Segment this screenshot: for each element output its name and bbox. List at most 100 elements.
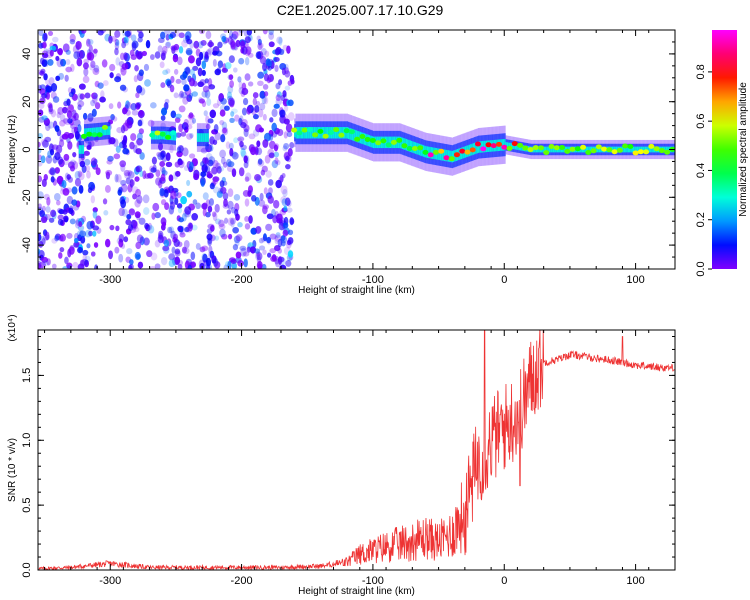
y-tick-label: 1.5: [21, 368, 33, 383]
heatmap-cell: [244, 176, 250, 182]
heatmap-cell: [189, 153, 196, 159]
heatmap-cell: [125, 219, 132, 226]
heatmap-cell: [265, 58, 271, 66]
heatmap-cell: [178, 32, 185, 39]
heatmap-cell: [168, 253, 176, 261]
heatmap-cell: [219, 109, 226, 117]
heatmap-cell: [235, 39, 241, 48]
heatmap-cell: [146, 250, 153, 258]
heatmap-cell: [73, 51, 81, 60]
heatmap-cell: [173, 68, 179, 75]
heatmap-cell: [222, 192, 229, 201]
ridge-band: [173, 131, 175, 141]
heatmap-cell: [183, 118, 189, 126]
ridge-peak: [469, 147, 476, 153]
heatmap-cell: [88, 230, 93, 237]
heatmap-cell: [121, 208, 128, 217]
heatmap-cell: [281, 198, 288, 207]
heatmap-cell: [38, 203, 42, 210]
heatmap-cell: [279, 174, 284, 183]
ridge-peak: [375, 140, 382, 146]
heatmap-cell: [86, 144, 92, 150]
heatmap-cell: [138, 69, 144, 77]
heatmap-cell: [114, 76, 122, 83]
heatmap-cell: [121, 139, 127, 146]
heatmap-cell: [218, 223, 226, 230]
heatmap-cell: [207, 237, 213, 244]
ridge-band: [81, 145, 83, 154]
heatmap-cell: [52, 36, 59, 43]
heatmap-cell: [40, 155, 46, 164]
heatmap-cell: [284, 85, 291, 91]
heatmap-cell: [82, 112, 88, 120]
ridge-peak: [622, 143, 629, 149]
heatmap-cell: [62, 43, 70, 53]
ridge-band: [453, 150, 455, 162]
heatmap-cell: [126, 248, 133, 255]
heatmap-cell: [216, 191, 223, 198]
ridge-band: [664, 146, 666, 153]
ridge-band: [630, 146, 632, 153]
heatmap-cell: [73, 241, 80, 248]
ridge-peak: [369, 137, 376, 143]
heatmap-cell: [123, 236, 129, 243]
heatmap-cell: [83, 67, 89, 77]
heatmap-cell: [168, 259, 176, 268]
ridge-peak: [522, 145, 529, 151]
heatmap-cell: [131, 42, 137, 52]
heatmap-cell: [159, 61, 165, 69]
ridge-band: [477, 141, 480, 153]
ridge-band: [550, 146, 552, 153]
heatmap-cell: [247, 81, 254, 87]
heatmap-cell: [257, 42, 263, 50]
heatmap-cell: [83, 150, 90, 156]
x-tick-label: 100: [626, 274, 644, 286]
heatmap-cell: [160, 115, 166, 121]
ridge-peak: [611, 149, 618, 155]
heatmap-cell: [138, 217, 146, 225]
heatmap-cell: [201, 245, 209, 252]
ridge-peak: [306, 127, 313, 133]
y-scale-note: (x10⁴): [7, 314, 18, 341]
heatmap-cell: [130, 54, 137, 61]
ridge-band: [326, 127, 329, 139]
heatmap-cell: [44, 231, 50, 241]
heatmap-cell: [184, 206, 192, 215]
heatmap-cell: [169, 145, 174, 154]
heatmap-cell: [243, 128, 249, 137]
heatmap-cell: [77, 246, 83, 254]
heatmap-cell: [74, 130, 80, 140]
heatmap-cell: [212, 186, 220, 194]
ridge-band: [650, 146, 652, 153]
heatmap-cell: [165, 78, 172, 86]
ridge-peak: [101, 124, 108, 130]
heatmap-cell: [174, 197, 179, 205]
heatmap-cell: [72, 151, 77, 158]
ridge-peak: [312, 132, 319, 138]
heatmap-cell: [50, 167, 57, 176]
heatmap-cell: [77, 124, 82, 133]
ridge-band: [438, 148, 440, 161]
heatmap-cell: [211, 166, 218, 175]
heatmap-cell: [56, 111, 61, 119]
heatmap-cell: [143, 237, 150, 246]
heatmap-cell: [197, 67, 203, 77]
heatmap-cell: [139, 87, 146, 96]
heatmap-cell: [178, 217, 185, 223]
ridge-peak: [443, 155, 450, 161]
ridge-peak: [616, 147, 623, 153]
ridge-band: [597, 146, 599, 153]
ridge-band: [170, 131, 173, 141]
heatmap-cell: [66, 195, 74, 205]
ridge-peak: [411, 145, 418, 151]
ridge-band: [309, 127, 312, 139]
heatmap-cell: [69, 104, 74, 111]
heatmap-cell: [115, 39, 120, 47]
heatmap-cell: [65, 66, 73, 73]
heatmap-cell: [147, 172, 154, 179]
heatmap-cell: [258, 199, 266, 207]
heatmap-cell: [105, 171, 111, 180]
heatmap-cell: [186, 179, 191, 187]
ridge-peak: [432, 149, 439, 155]
ridge-band: [363, 133, 366, 145]
